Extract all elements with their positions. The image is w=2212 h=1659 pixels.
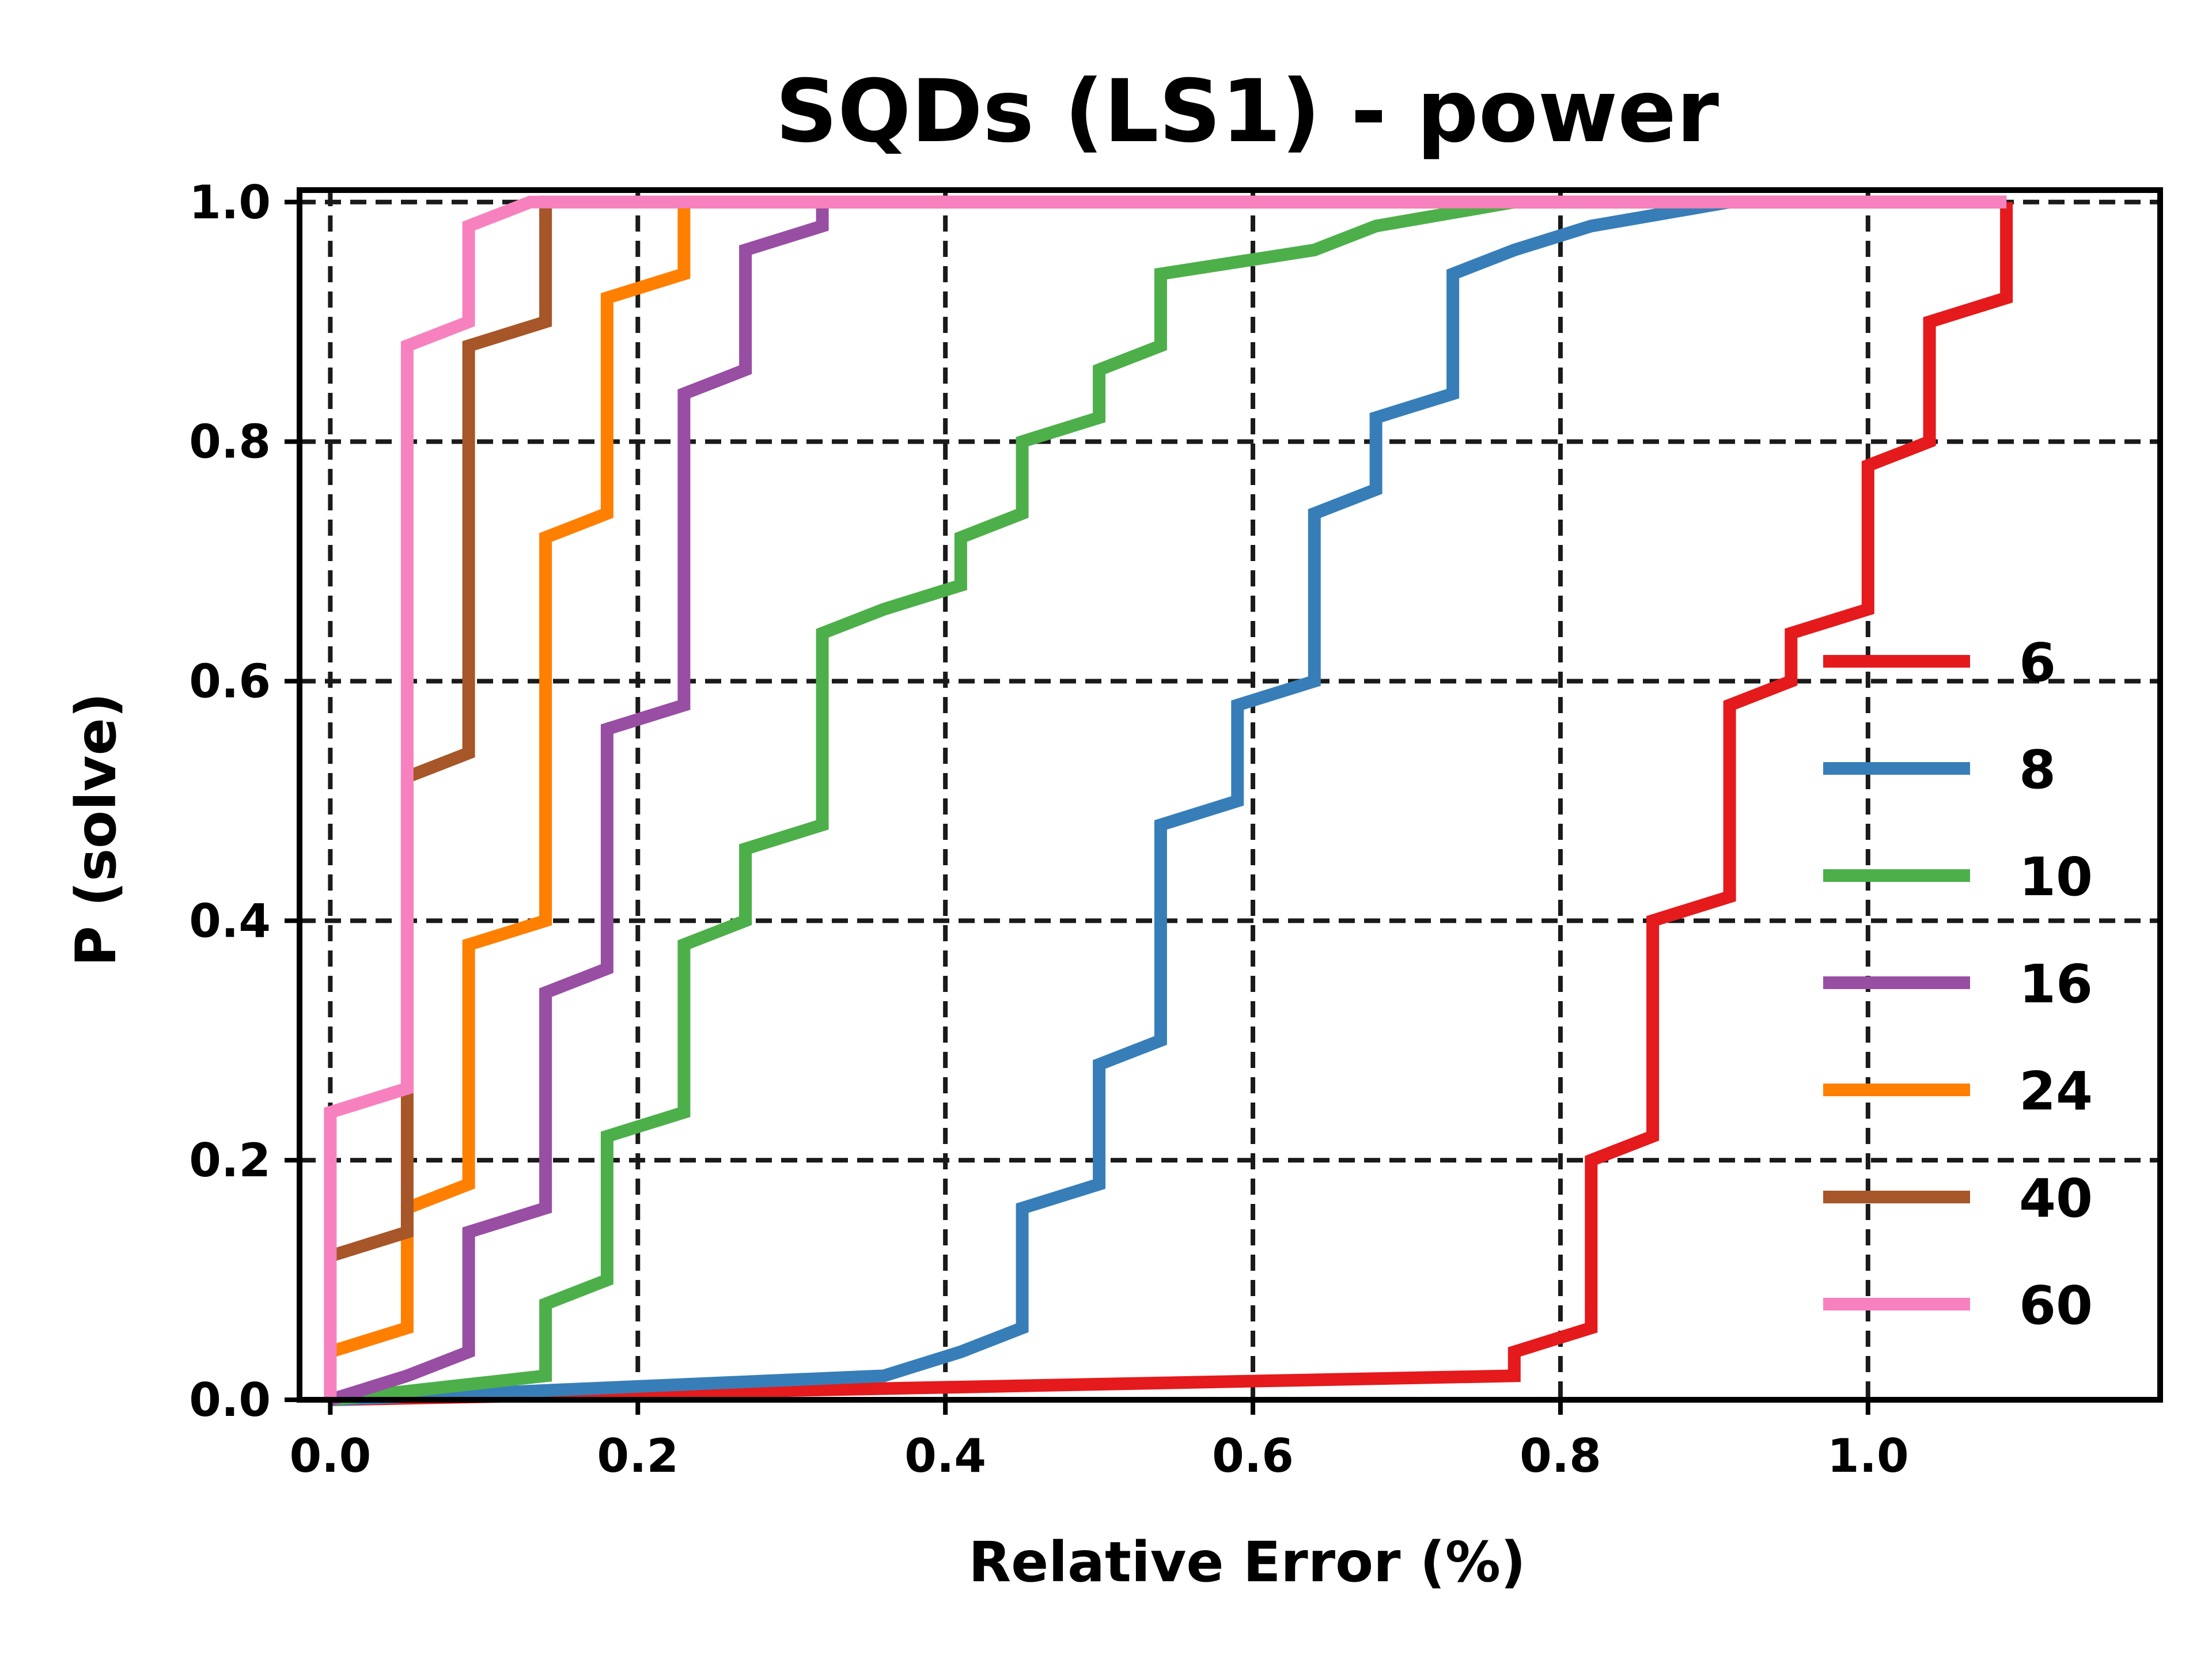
x-tick-label: 0.2 bbox=[597, 1429, 679, 1483]
legend-label-40: 40 bbox=[2019, 1168, 2093, 1229]
series-line-16 bbox=[328, 195, 2007, 1406]
series-line-60 bbox=[324, 195, 2007, 1400]
legend-label-16: 16 bbox=[2019, 953, 2093, 1015]
x-tick-label: 0.4 bbox=[904, 1429, 986, 1483]
ticks: 0.0 0.2 0.4 0.6 0.8 1.0 0.0 0.2 0.4 0.6 0.8 1.0 bbox=[189, 176, 1908, 1483]
y-tick-label: 0.0 bbox=[189, 1373, 271, 1427]
legend-label-10: 10 bbox=[2019, 846, 2093, 908]
x-tick-label: 0.6 bbox=[1212, 1429, 1294, 1483]
y-tick-label: 0.8 bbox=[189, 415, 271, 469]
legend: 6 8 10 16 24 40 60 bbox=[1823, 632, 2093, 1336]
x-axis-label: Relative Error (%) bbox=[968, 1530, 1526, 1594]
series-line-10 bbox=[329, 195, 2007, 1406]
series-lines bbox=[324, 195, 2013, 1406]
y-tick-label: 0.6 bbox=[189, 654, 271, 708]
x-tick-label: 0.0 bbox=[290, 1429, 372, 1483]
chart-title: SQDs (LS1) - power bbox=[775, 62, 1719, 162]
y-tick-label: 0.2 bbox=[189, 1134, 271, 1187]
x-tick-label: 1.0 bbox=[1827, 1429, 1909, 1483]
x-tick-label: 0.8 bbox=[1520, 1429, 1601, 1483]
y-tick-label: 1.0 bbox=[189, 176, 271, 229]
series-line-6 bbox=[330, 202, 2013, 1406]
y-axis-label: P (solve) bbox=[64, 692, 128, 966]
legend-label-60: 60 bbox=[2019, 1275, 2093, 1336]
series-line-8 bbox=[329, 195, 2007, 1406]
legend-label-24: 24 bbox=[2019, 1060, 2093, 1122]
y-tick-label: 0.4 bbox=[189, 894, 271, 948]
legend-label-8: 8 bbox=[2019, 739, 2056, 801]
legend-label-6: 6 bbox=[2019, 632, 2056, 694]
series-line-40 bbox=[328, 195, 2007, 1263]
plot-frame bbox=[297, 187, 2163, 1403]
